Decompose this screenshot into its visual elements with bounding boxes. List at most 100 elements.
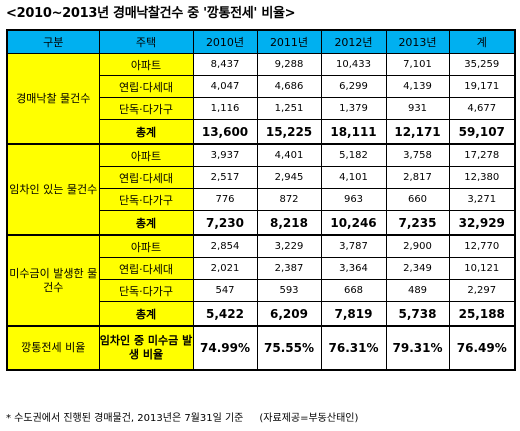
cell-value: 2,021	[192, 257, 258, 280]
cell-value: 2,297	[448, 279, 516, 302]
total-row: 총계 5,422 6,209 7,819 5,738 25,188	[7, 301, 516, 327]
cell-total: 7,819	[320, 301, 387, 327]
cell-total: 5,422	[192, 301, 258, 327]
housing-type: 아파트	[98, 53, 194, 76]
cell-ratio: 76.31%	[320, 325, 387, 371]
cell-value: 2,900	[385, 234, 450, 258]
group-label-tenant: 임차인 있는 물건수	[6, 143, 100, 236]
cell-value: 9,288	[256, 53, 322, 76]
table-title: <2010~2013년 경매낙찰건수 중 '깡통전세' 비율>	[6, 6, 296, 21]
cell-value: 593	[256, 279, 322, 302]
cell-value: 3,787	[320, 234, 387, 258]
cell-value: 4,139	[385, 75, 450, 98]
cell-value: 660	[385, 188, 450, 211]
cell-value: 931	[385, 97, 450, 120]
cell-value: 2,517	[192, 166, 258, 189]
housing-type: 연립·다세대	[98, 75, 194, 98]
group-label-unpaid: 미수금이 발생한 물건수	[6, 234, 100, 327]
housing-type: 단독·다가구	[98, 97, 194, 120]
cell-value: 3,364	[320, 257, 387, 280]
cell-value: 12,770	[448, 234, 516, 258]
housing-type: 단독·다가구	[98, 279, 194, 302]
header-row: 구분 주택 2010년 2011년 2012년 2013년 계	[6, 29, 516, 54]
cell-value: 6,299	[320, 75, 387, 98]
cell-value: 2,387	[256, 257, 322, 280]
cell-value: 2,349	[385, 257, 450, 280]
cell-value: 2,854	[192, 234, 258, 258]
cell-value: 668	[320, 279, 387, 302]
table-row: 미수금이 발생한 물건수 아파트 2,854 3,229 3,787 2,900…	[6, 234, 516, 327]
cell-value: 35,259	[448, 53, 516, 76]
cell-value: 1,251	[256, 97, 322, 120]
housing-type: 아파트	[98, 143, 194, 167]
cell-total: 18,111	[320, 119, 387, 145]
cell-ratio: 75.55%	[256, 325, 322, 371]
cell-total: 7,235	[385, 210, 450, 236]
header-2011: 2011년	[256, 29, 322, 54]
cell-value: 7,101	[385, 53, 450, 76]
cell-value: 4,401	[256, 143, 322, 167]
cell-value: 8,437	[192, 53, 258, 76]
header-2013: 2013년	[385, 29, 450, 54]
header-2010: 2010년	[192, 29, 258, 54]
table-row: 경매낙찰 물건수 아파트 8,437 9,288 10,433 7,101 35…	[6, 53, 516, 145]
cell-total: 6,209	[256, 301, 322, 327]
cell-value: 3,758	[385, 143, 450, 167]
cell-value: 5,182	[320, 143, 387, 167]
cell-value: 3,229	[256, 234, 322, 258]
footer-note: * 수도권에서 진행된 경매물건, 2013년은 7월31일 기준 (자료제공=부…	[6, 409, 358, 424]
housing-type-total: 총계	[98, 119, 194, 145]
auction-statistics-table: 구분 주택 2010년 2011년 2012년 2013년 계 경매낙찰 물건수…	[6, 29, 516, 371]
cell-total: 8,218	[256, 210, 322, 236]
cell-value: 4,686	[256, 75, 322, 98]
cell-value: 4,047	[192, 75, 258, 98]
header-2012: 2012년	[320, 29, 387, 54]
cell-value: 776	[192, 188, 258, 211]
table-row: 임차인 있는 물건수 아파트 3,937 4,401 5,182 3,758 1…	[6, 143, 516, 236]
table-row: 단독·다가구 776 872 963 660 3,271	[7, 188, 516, 211]
cell-total: 25,188	[448, 301, 516, 327]
cell-value: 12,380	[448, 166, 516, 189]
cell-total: 7,230	[192, 210, 258, 236]
table-row: 단독·다가구 1,116 1,251 1,379 931 4,677	[7, 97, 516, 120]
cell-value: 4,101	[320, 166, 387, 189]
total-row: 총계 13,600 15,225 18,111 12,171 59,107	[7, 119, 516, 145]
cell-value: 963	[320, 188, 387, 211]
cell-value: 10,433	[320, 53, 387, 76]
cell-value: 17,278	[448, 143, 516, 167]
table-row: 연립·다세대 2,021 2,387 3,364 2,349 10,121	[7, 257, 516, 280]
cell-value: 19,171	[448, 75, 516, 98]
cell-ratio: 79.31%	[385, 325, 450, 371]
cell-value: 547	[192, 279, 258, 302]
group-label-ratio: 깡통전세 비율	[6, 325, 100, 371]
cell-value: 3,271	[448, 188, 516, 211]
header-total: 계	[448, 29, 516, 54]
cell-total: 10,246	[320, 210, 387, 236]
group-label-auction: 경매낙찰 물건수	[6, 53, 100, 145]
cell-value: 3,937	[192, 143, 258, 167]
cell-total: 12,171	[385, 119, 450, 145]
cell-value: 2,817	[385, 166, 450, 189]
cell-ratio: 76.49%	[448, 325, 516, 371]
cell-total: 32,929	[448, 210, 516, 236]
housing-type-total: 총계	[98, 301, 194, 327]
cell-ratio: 74.99%	[192, 325, 258, 371]
cell-total: 59,107	[448, 119, 516, 145]
cell-total: 13,600	[192, 119, 258, 145]
cell-value: 872	[256, 188, 322, 211]
source-credit: (자료제공=부동산태인)	[259, 413, 359, 424]
housing-type: 연립·다세대	[98, 166, 194, 189]
cell-value: 1,379	[320, 97, 387, 120]
cell-value: 10,121	[448, 257, 516, 280]
housing-type-total: 총계	[98, 210, 194, 236]
ratio-type: 임차인 중 미수금 발생 비율	[98, 325, 194, 371]
cell-value: 4,677	[448, 97, 516, 120]
housing-type: 단독·다가구	[98, 188, 194, 211]
header-category: 구분	[6, 29, 100, 54]
cell-total: 5,738	[385, 301, 450, 327]
footnote: * 수도권에서 진행된 경매물건, 2013년은 7월31일 기준	[6, 413, 244, 424]
table-row: 단독·다가구 547 593 668 489 2,297	[7, 279, 516, 302]
housing-type: 연립·다세대	[98, 257, 194, 280]
housing-type: 아파트	[98, 234, 194, 258]
header-housing: 주택	[98, 29, 194, 54]
